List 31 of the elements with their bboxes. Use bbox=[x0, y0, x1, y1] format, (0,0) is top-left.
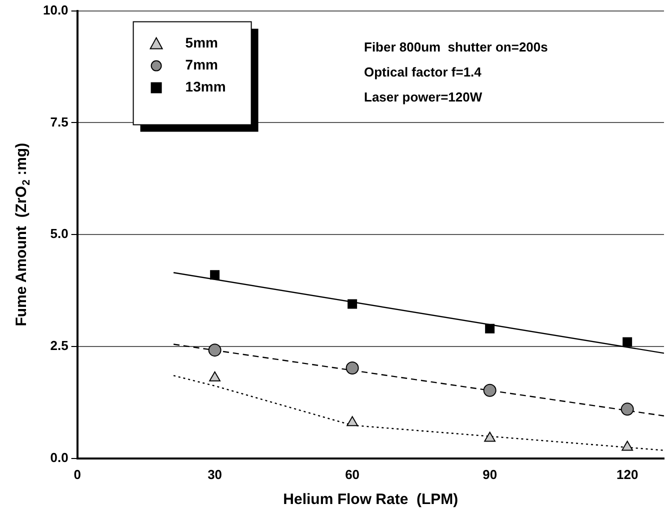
x-tick-label: 30 bbox=[208, 466, 222, 482]
point bbox=[346, 361, 359, 374]
legend-label: 7mm bbox=[185, 56, 218, 73]
annotation: Optical factor f=1.4 bbox=[364, 64, 482, 80]
point bbox=[485, 324, 495, 334]
point bbox=[208, 344, 222, 357]
y-tick-label: 7.5 bbox=[50, 114, 68, 130]
x-tick-label: 0 bbox=[74, 466, 81, 482]
point bbox=[210, 270, 220, 280]
point bbox=[484, 432, 496, 442]
point bbox=[622, 440, 634, 451]
y-tick-label: 10.0 bbox=[42, 2, 68, 18]
y-axis-title: Fume Amount (ZrO2 :mg) bbox=[13, 142, 32, 326]
point bbox=[622, 337, 632, 347]
x-tick-label: 60 bbox=[345, 466, 360, 482]
y-tick-label: 0.0 bbox=[50, 450, 68, 465]
x-tick-label: 90 bbox=[482, 466, 498, 482]
annotation: Fiber 800um shutter on=200s bbox=[364, 40, 548, 55]
point bbox=[209, 371, 221, 382]
y-tick-label: 2.5 bbox=[50, 338, 68, 354]
point bbox=[620, 402, 634, 416]
x-tick-label: 120 bbox=[616, 466, 638, 482]
annotation: Laser power=120W bbox=[364, 90, 483, 105]
y-tick-label: 5.0 bbox=[50, 226, 68, 242]
point bbox=[483, 384, 496, 397]
legend-label: 13mm bbox=[185, 78, 226, 95]
point bbox=[348, 299, 358, 309]
x-axis-title: Helium Flow Rate (LPM) bbox=[283, 491, 458, 508]
point bbox=[346, 416, 358, 426]
legend-label: 5mm bbox=[185, 34, 218, 51]
line-series bbox=[172, 374, 664, 451]
